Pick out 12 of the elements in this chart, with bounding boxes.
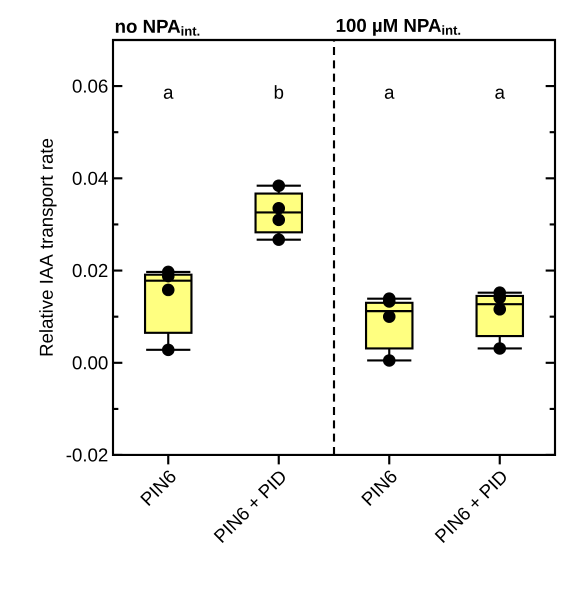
annotation: a — [164, 88, 174, 99]
y-tick-label: 0.00 — [72, 356, 108, 370]
y-tick-label: -0.02 — [66, 448, 108, 462]
text: 100 µM NPA$_{int.}$ — [336, 18, 460, 36]
y-tick-label: 0.06 — [72, 79, 108, 93]
y-tick-label: 0.04 — [72, 172, 108, 185]
y-axis-title: Relative IAA transport rate — [39, 138, 57, 356]
annotation: a — [384, 88, 394, 99]
y-tick-label: 0.02 — [72, 264, 108, 278]
annotation: b — [274, 85, 284, 99]
text: no NPA$_{int.}$ — [116, 20, 200, 36]
annotation: a — [495, 88, 505, 99]
